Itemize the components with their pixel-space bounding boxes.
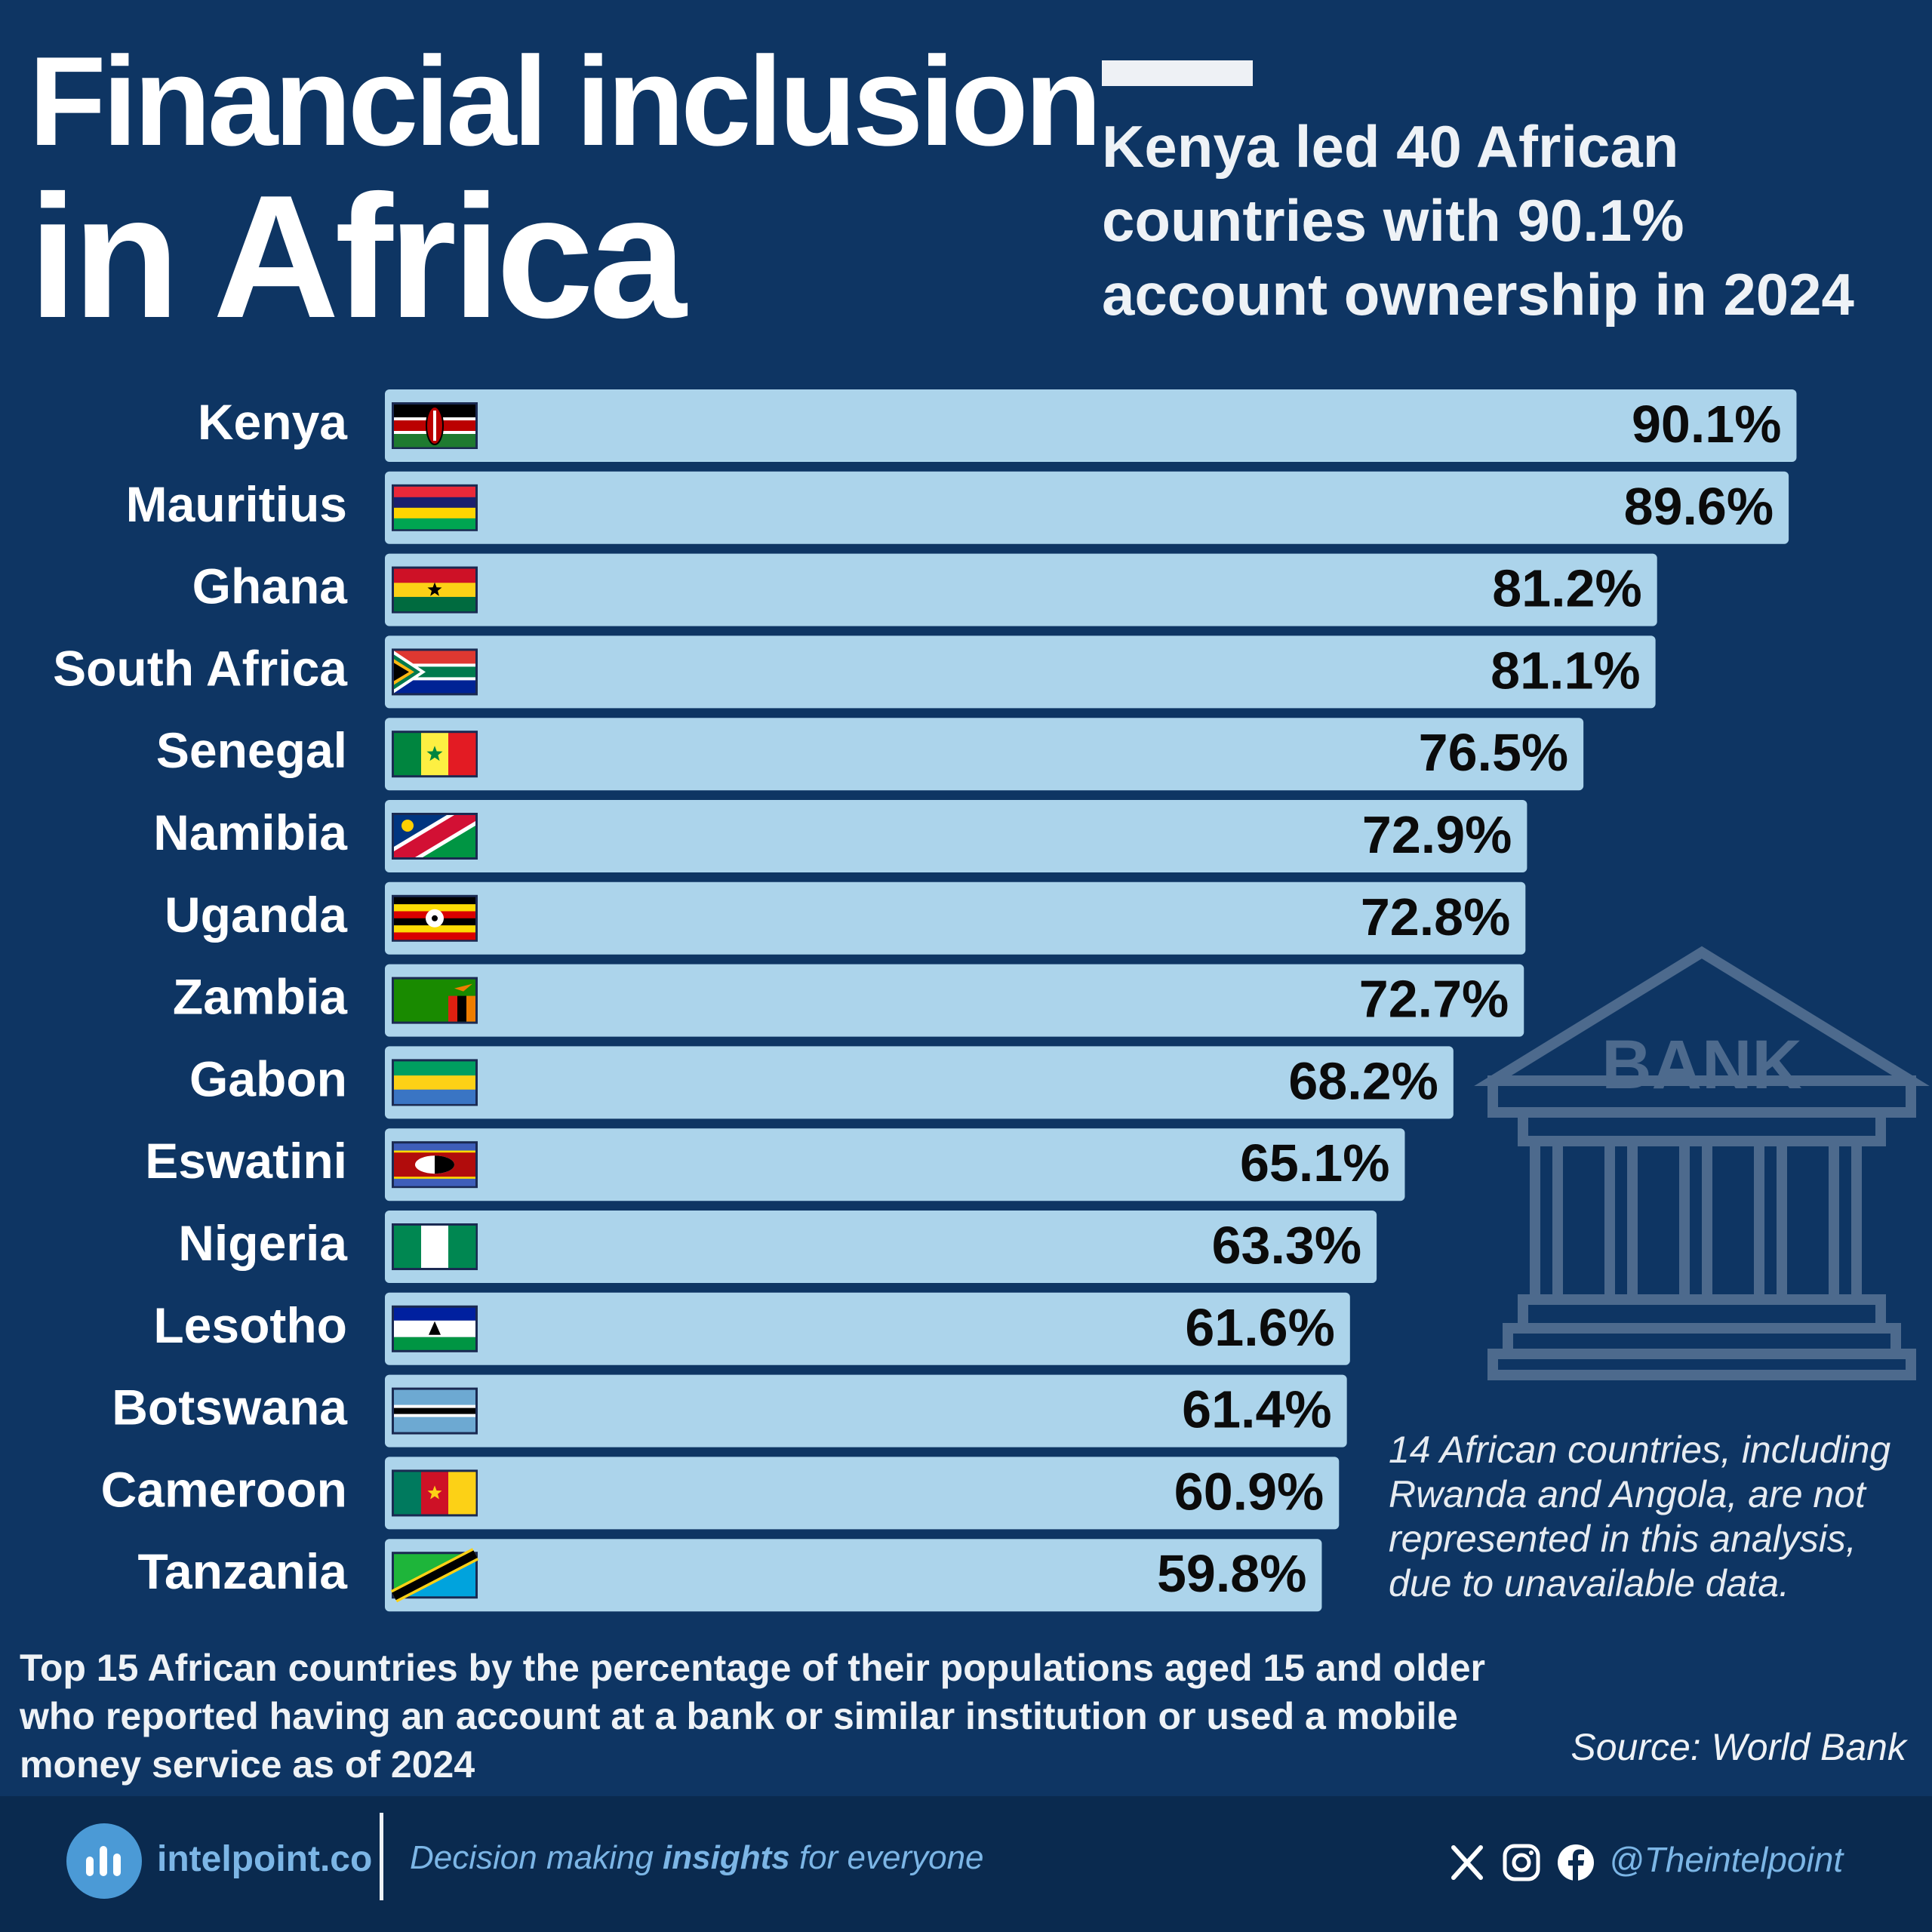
senegal-flag xyxy=(392,731,478,778)
bank-label: BANK xyxy=(1601,1026,1802,1103)
headline: Kenya led 40 African countries with 90.1… xyxy=(1102,113,1854,328)
bar-namibia xyxy=(385,800,1527,872)
value-label-tanzania: 59.8% xyxy=(1157,1544,1306,1603)
value-label-namibia: 72.9% xyxy=(1362,805,1512,864)
bar-senegal xyxy=(385,718,1584,791)
value-label-uganda: 72.8% xyxy=(1361,888,1510,946)
tagline-bold: insights xyxy=(663,1839,790,1876)
south-africa-flag xyxy=(392,648,478,696)
lesotho-flag xyxy=(392,1305,478,1352)
tagline-pre: Decision making xyxy=(410,1839,663,1876)
bar-ghana xyxy=(385,553,1657,626)
headline-accent-bar xyxy=(1102,60,1253,86)
footer xyxy=(0,1796,1932,1932)
x-icon[interactable] xyxy=(1446,1841,1488,1884)
bank-icon xyxy=(1474,946,1930,1380)
bar-south-africa xyxy=(385,635,1656,709)
category-label-south-africa: South Africa xyxy=(53,640,348,696)
gabon-flag xyxy=(392,1059,478,1106)
value-label-kenya: 90.1% xyxy=(1632,395,1781,454)
bar-eswatini xyxy=(385,1128,1405,1201)
social-handle[interactable]: @Theintelpoint xyxy=(1609,1840,1844,1879)
tagline: Decision making insights for everyone xyxy=(410,1839,984,1877)
value-label-nigeria: 63.3% xyxy=(1212,1216,1361,1275)
category-label-eswatini: Eswatini xyxy=(145,1133,347,1189)
cameroon-flag xyxy=(392,1469,478,1517)
value-label-cameroon: 60.9% xyxy=(1174,1462,1324,1521)
bar-kenya xyxy=(385,389,1797,462)
bar-mauritius xyxy=(385,471,1789,544)
bar-lesotho xyxy=(385,1292,1350,1365)
bar-tanzania xyxy=(385,1539,1322,1612)
value-label-senegal: 76.5% xyxy=(1419,723,1568,782)
title-line-2: in Africa xyxy=(29,159,687,355)
ghana-flag xyxy=(392,566,478,614)
category-label-kenya: Kenya xyxy=(198,394,348,450)
zambia-flag xyxy=(392,977,478,1024)
chart-caption: Top 15 African countries by the percenta… xyxy=(20,1647,1485,1786)
value-label-botswana: 61.4% xyxy=(1182,1380,1331,1439)
category-label-gabon: Gabon xyxy=(189,1051,347,1106)
bar-botswana xyxy=(385,1374,1347,1447)
logo-icon[interactable] xyxy=(66,1823,142,1899)
category-label-cameroon: Cameroon xyxy=(101,1461,347,1517)
tagline-post: for everyone xyxy=(789,1839,984,1876)
category-label-namibia: Namibia xyxy=(153,804,348,860)
bar-zambia xyxy=(385,964,1524,1037)
value-label-ghana: 81.2% xyxy=(1492,559,1641,618)
note-text: 14 African countries, including Rwanda a… xyxy=(1389,1429,1891,1604)
value-label-gabon: 68.2% xyxy=(1288,1051,1438,1110)
kenya-flag xyxy=(392,402,478,449)
bar-uganda xyxy=(385,881,1526,955)
brand-link[interactable]: intelpoint.co xyxy=(157,1839,373,1879)
facebook-icon[interactable] xyxy=(1555,1841,1597,1884)
instagram-icon[interactable] xyxy=(1500,1841,1543,1884)
source-label: Source: World Bank xyxy=(1571,1726,1906,1768)
value-label-eswatini: 65.1% xyxy=(1240,1134,1389,1192)
category-label-zambia: Zambia xyxy=(173,969,348,1025)
category-label-lesotho: Lesotho xyxy=(153,1297,347,1353)
bar-nigeria xyxy=(385,1211,1377,1283)
uganda-flag xyxy=(392,894,478,942)
category-label-mauritius: Mauritius xyxy=(126,476,347,532)
title-line-1: Financial inclusion xyxy=(29,30,1102,172)
category-label-botswana: Botswana xyxy=(112,1380,348,1435)
footer-divider xyxy=(380,1813,383,1900)
tanzania-flag xyxy=(390,1548,479,1603)
nigeria-flag xyxy=(392,1223,478,1270)
namibia-flag xyxy=(392,813,478,860)
bar-cameroon xyxy=(385,1457,1340,1530)
eswatini-flag xyxy=(392,1141,478,1189)
category-label-nigeria: Nigeria xyxy=(178,1215,348,1271)
category-label-senegal: Senegal xyxy=(156,722,347,778)
category-label-tanzania: Tanzania xyxy=(137,1543,348,1599)
bar-gabon xyxy=(385,1046,1454,1119)
value-label-mauritius: 89.6% xyxy=(1624,477,1774,536)
value-label-south-africa: 81.1% xyxy=(1491,641,1640,700)
value-label-lesotho: 61.6% xyxy=(1185,1298,1334,1357)
category-label-ghana: Ghana xyxy=(192,558,349,614)
value-label-zambia: 72.7% xyxy=(1359,970,1509,1029)
botswana-flag xyxy=(392,1387,478,1435)
mauritius-flag xyxy=(392,484,478,531)
category-label-uganda: Uganda xyxy=(165,887,348,943)
